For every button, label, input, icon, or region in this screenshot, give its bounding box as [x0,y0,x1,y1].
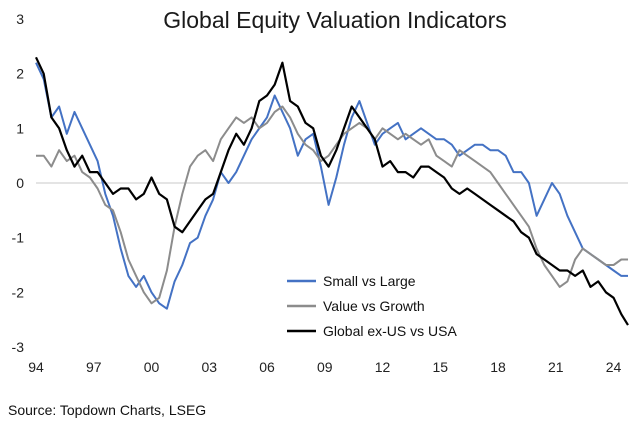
y-tick-label: 2 [16,66,24,82]
legend-label: Global ex-US vs USA [323,323,457,339]
x-tick-label: 24 [606,359,622,375]
x-axis-ticks: 94 97 00 03 06 09 12 15 18 21 24 [28,359,621,375]
chart-title: Global Equity Valuation Indicators [163,7,507,33]
x-tick-label: 21 [548,359,564,375]
y-tick-label: -2 [12,284,25,300]
y-tick-label: -3 [12,339,25,355]
y-axis-ticks: -3 -2 -1 0 1 2 3 [12,11,25,355]
y-tick-label: 0 [16,175,24,191]
x-tick-label: 06 [259,359,275,375]
x-tick-label: 12 [375,359,391,375]
x-tick-label: 09 [317,359,333,375]
source-note: Source: Topdown Charts, LSEG [8,402,206,418]
x-tick-label: 03 [201,359,217,375]
series-line-global-ex-us-vs-usa [35,56,629,326]
x-tick-label: 00 [144,359,160,375]
legend: Small vs Large Value vs Growth Global ex-U… [287,273,457,339]
x-tick-label: 94 [28,359,44,375]
legend-label: Small vs Large [323,273,416,289]
series-lines [35,56,629,326]
series-line-value-vs-growth [36,105,628,305]
y-tick-label: 1 [16,120,24,136]
x-tick-label: 18 [490,359,506,375]
y-tick-label: 3 [16,11,24,27]
x-tick-label: 97 [86,359,102,375]
x-tick-label: 15 [433,359,449,375]
series-line-small-vs-large [35,62,628,310]
y-tick-label: -1 [12,230,25,246]
legend-label: Value vs Growth [323,298,425,314]
